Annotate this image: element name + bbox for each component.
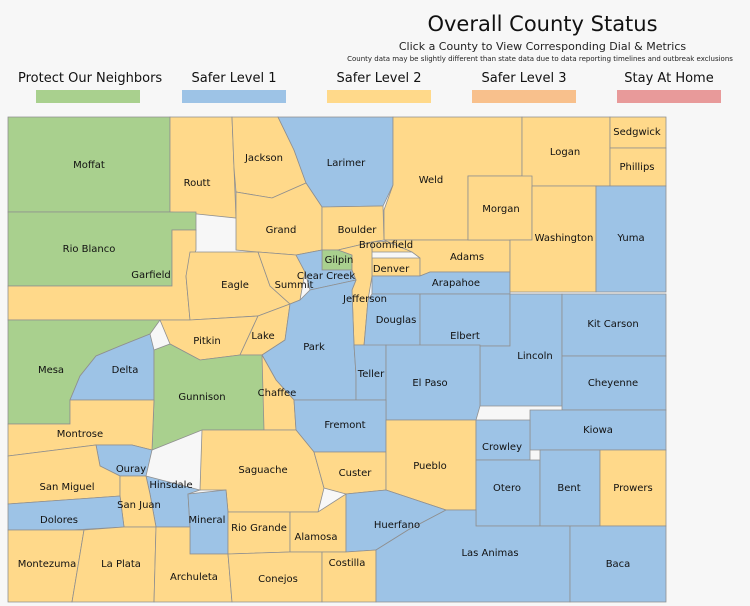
county-las-animas[interactable] [375,509,571,603]
county-morgan[interactable] [467,175,533,241]
county-rio-blanco[interactable] [7,211,197,287]
legend-label: Protect Our Neighbors [18,71,163,86]
county-moffat[interactable] [7,116,171,213]
county-kiowa[interactable] [529,409,667,451]
legend-item-home: Stay At Home [599,71,739,103]
county-conejos[interactable] [227,551,323,603]
legend-label: Safer Level 2 [336,71,422,86]
county-otero[interactable] [475,459,541,527]
county-yuma[interactable] [595,185,667,293]
county-prowers[interactable] [599,449,667,527]
legend-item-safer2: Safer Level 2 [309,71,449,103]
legend-item-safer1: Safer Level 1 [164,71,304,103]
legend-swatch-home [617,90,721,103]
legend-swatch-protect [36,90,140,103]
county-kit-carson[interactable] [561,293,667,357]
county-el-paso[interactable] [385,344,481,421]
legend-label: Safer Level 3 [481,71,567,86]
legend-item-safer3: Safer Level 3 [454,71,594,103]
county-la-plata[interactable] [71,526,157,603]
page-title: Overall County Status [427,12,658,36]
county-routt[interactable] [169,116,237,219]
county-bent[interactable] [539,449,601,527]
county-sedgwick[interactable] [609,116,667,149]
county-denver[interactable] [371,257,421,277]
county-montezuma[interactable] [7,529,85,603]
county-logan[interactable] [521,116,611,187]
data-note: County data may be slightly different th… [347,55,733,63]
county-layer [7,116,667,603]
county-costilla[interactable] [321,549,377,603]
county-crowley[interactable] [475,419,531,461]
legend-swatch-safer3 [472,90,576,103]
legend-label: Stay At Home [624,71,714,86]
legend-swatch-safer2 [327,90,431,103]
county-douglas[interactable] [363,293,421,347]
legend-item-protect: Protect Our Neighbors [18,71,163,103]
county-rio-grande[interactable] [227,511,291,555]
county-phillips[interactable] [609,147,667,187]
county-cheyenne[interactable] [561,355,667,411]
legend-swatch-safer1 [182,90,286,103]
county-mineral[interactable] [187,489,229,555]
county-dolores[interactable] [7,495,125,531]
county-custer[interactable] [313,451,387,495]
county-baca[interactable] [569,525,667,603]
page-subtitle: Click a County to View Corresponding Dia… [398,40,687,53]
county-teller[interactable] [353,344,387,401]
county-elbert[interactable] [419,293,511,347]
legend-label: Safer Level 1 [191,71,277,86]
